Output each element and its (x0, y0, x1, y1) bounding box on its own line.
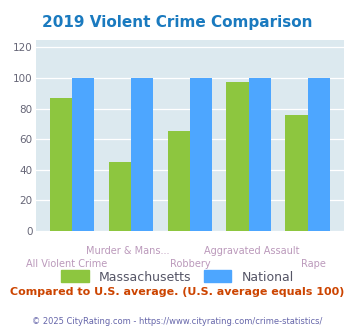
Bar (109, 162, 131, 231)
Legend: Massachusetts, National: Massachusetts, National (56, 265, 299, 288)
Bar (190, 78, 212, 231)
Text: 2019 Violent Crime Comparison: 2019 Violent Crime Comparison (42, 15, 313, 30)
Bar (308, 78, 330, 231)
Text: All Violent Crime: All Violent Crime (26, 259, 107, 269)
Bar (285, 115, 308, 231)
Bar (249, 78, 271, 231)
Bar (168, 131, 190, 231)
Text: Murder & Mans...: Murder & Mans... (86, 246, 170, 256)
Text: Aggravated Assault: Aggravated Assault (204, 246, 300, 256)
Text: Compared to U.S. average. (U.S. average equals 100): Compared to U.S. average. (U.S. average … (10, 287, 345, 297)
Bar (131, 78, 153, 231)
Text: Rape: Rape (301, 259, 326, 269)
Bar (72, 78, 94, 231)
Bar (226, 82, 249, 231)
Text: © 2025 CityRating.com - https://www.cityrating.com/crime-statistics/: © 2025 CityRating.com - https://www.city… (32, 317, 323, 326)
Bar (50, 98, 72, 231)
Text: Robbery: Robbery (170, 259, 210, 269)
